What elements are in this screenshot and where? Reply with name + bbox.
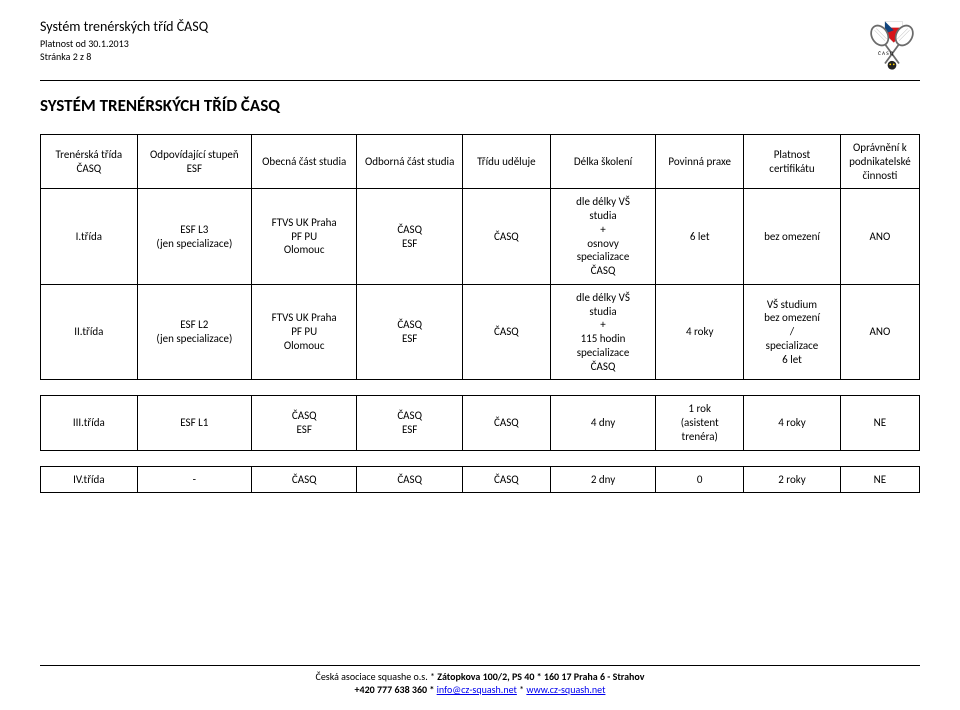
cell: ČASQ bbox=[462, 396, 550, 450]
cell: ČASQ bbox=[251, 466, 356, 493]
cell: IV.třída bbox=[41, 466, 138, 493]
cell: FTVS UK Praha PF PU Olomouc bbox=[251, 284, 356, 380]
table-row: II.třída ESF L2 (jen specializace) FTVS … bbox=[41, 284, 920, 380]
header: Systém trenérských tříd ČASQ Platnost od… bbox=[40, 18, 920, 74]
table-row: IV.třída - ČASQ ČASQ ČASQ 2 dny 0 2 roky… bbox=[41, 466, 920, 493]
cell: 4 roky bbox=[656, 284, 744, 380]
cell: ESF L3 (jen specializace) bbox=[137, 189, 251, 285]
cell: ČASQ bbox=[462, 284, 550, 380]
cell: 2 dny bbox=[550, 466, 655, 493]
doc-title: Systém trenérských tříd ČASQ bbox=[40, 18, 208, 35]
table-row: I.třída ESF L3 (jen specializace) FTVS U… bbox=[41, 189, 920, 285]
cell: ČASQ bbox=[357, 466, 462, 493]
cell: ČASQ ESF bbox=[357, 189, 462, 285]
section-title: SYSTÉM TRENÉRSKÝCH TŘÍD ČASQ bbox=[40, 95, 920, 116]
col-header: Oprávnění k podnikatelské činnosti bbox=[840, 135, 919, 189]
footer-sep: * bbox=[517, 683, 527, 696]
cell: 0 bbox=[656, 466, 744, 493]
cell: III.třída bbox=[41, 396, 138, 450]
cell: 4 roky bbox=[744, 396, 841, 450]
col-header: Trenérská třída ČASQ bbox=[41, 135, 138, 189]
cell: 4 dny bbox=[550, 396, 655, 450]
footer-phone: +420 777 638 360 * bbox=[355, 683, 437, 696]
col-header: Délka školení bbox=[550, 135, 655, 189]
footer-address: Zátopkova 100/2, PS 40 * 160 17 Praha 6 … bbox=[437, 670, 644, 683]
cell: II.třída bbox=[41, 284, 138, 380]
footer-web-link[interactable]: www.cz-squash.net bbox=[526, 683, 605, 696]
doc-page-number: Stránka 2 z 8 bbox=[40, 50, 208, 63]
cell: NE bbox=[840, 396, 919, 450]
cell: NE bbox=[840, 466, 919, 493]
cell: ČASQ ESF bbox=[357, 396, 462, 450]
cell: ESF L2 (jen specializace) bbox=[137, 284, 251, 380]
cell: ČASQ bbox=[462, 189, 550, 285]
cell: ANO bbox=[840, 284, 919, 380]
svg-text:Č A S Q: Č A S Q bbox=[878, 50, 894, 57]
table-header-row: Trenérská třída ČASQ Odpovídající stupeň… bbox=[41, 135, 920, 189]
cell: dle délky VŠ studia + 115 hodin speciali… bbox=[550, 284, 655, 380]
cell: 6 let bbox=[656, 189, 744, 285]
col-header: Odpovídající stupeň ESF bbox=[137, 135, 251, 189]
header-left: Systém trenérských tříd ČASQ Platnost od… bbox=[40, 18, 208, 63]
footer: Česká asociace squashe o.s. * Zátopkova … bbox=[40, 665, 920, 696]
cell: dle délky VŠ studia + osnovy specializac… bbox=[550, 189, 655, 285]
header-divider bbox=[40, 80, 920, 81]
cell: - bbox=[137, 466, 251, 493]
cell: ČASQ ESF bbox=[357, 284, 462, 380]
cell: ESF L1 bbox=[137, 396, 251, 450]
cell: FTVS UK Praha PF PU Olomouc bbox=[251, 189, 356, 285]
cell: bez omezení bbox=[744, 189, 841, 285]
cell: ČASQ ESF bbox=[251, 396, 356, 450]
cell: I.třída bbox=[41, 189, 138, 285]
col-header: Povinná praxe bbox=[656, 135, 744, 189]
col-header: Třídu uděluje bbox=[462, 135, 550, 189]
table-spacer bbox=[41, 450, 920, 466]
footer-org: Česká asociace squashe o.s. * bbox=[315, 670, 437, 683]
col-header: Odborná část studia bbox=[357, 135, 462, 189]
cell: 2 roky bbox=[744, 466, 841, 493]
footer-email-link[interactable]: info@cz-squash.net bbox=[437, 683, 517, 696]
cell: VŠ studium bez omezení / specializace 6 … bbox=[744, 284, 841, 380]
casq-logo-icon: Č A S Q bbox=[864, 18, 920, 74]
table-row: III.třída ESF L1 ČASQ ESF ČASQ ESF ČASQ … bbox=[41, 396, 920, 450]
col-header: Platnost certifikátu bbox=[744, 135, 841, 189]
cell: 1 rok (asistent trenéra) bbox=[656, 396, 744, 450]
classes-table: Trenérská třída ČASQ Odpovídající stupeň… bbox=[40, 134, 920, 493]
col-header: Obecná část studia bbox=[251, 135, 356, 189]
table-spacer bbox=[41, 380, 920, 396]
doc-validity: Platnost od 30.1.2013 bbox=[40, 37, 208, 50]
cell: ČASQ bbox=[462, 466, 550, 493]
cell: ANO bbox=[840, 189, 919, 285]
footer-divider bbox=[40, 665, 920, 666]
